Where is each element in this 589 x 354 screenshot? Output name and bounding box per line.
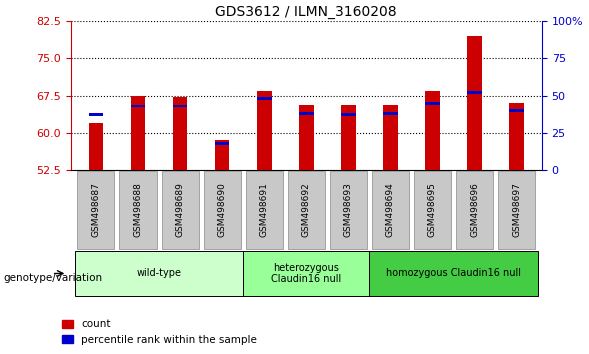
- Text: GSM498697: GSM498697: [512, 182, 521, 237]
- Text: GSM498691: GSM498691: [260, 182, 269, 237]
- FancyBboxPatch shape: [161, 171, 198, 249]
- Bar: [341, 105, 356, 170]
- Text: GSM498687: GSM498687: [91, 182, 100, 237]
- FancyBboxPatch shape: [77, 171, 114, 249]
- FancyBboxPatch shape: [246, 171, 283, 249]
- Bar: [467, 36, 482, 170]
- Bar: [341, 113, 356, 116]
- Text: homozygous Claudin16 null: homozygous Claudin16 null: [386, 268, 521, 279]
- Bar: [131, 104, 145, 108]
- FancyBboxPatch shape: [330, 171, 367, 249]
- FancyBboxPatch shape: [120, 171, 157, 249]
- Text: GSM498696: GSM498696: [470, 182, 479, 237]
- Bar: [299, 112, 313, 115]
- Bar: [299, 105, 313, 170]
- Bar: [257, 97, 272, 100]
- FancyBboxPatch shape: [75, 251, 243, 296]
- FancyBboxPatch shape: [204, 171, 241, 249]
- Bar: [257, 91, 272, 170]
- Bar: [383, 105, 398, 170]
- Bar: [383, 112, 398, 115]
- Text: GSM498694: GSM498694: [386, 182, 395, 237]
- Bar: [215, 140, 230, 170]
- Text: GSM498695: GSM498695: [428, 182, 437, 237]
- Text: GSM498689: GSM498689: [176, 182, 184, 237]
- Bar: [425, 102, 440, 104]
- Bar: [173, 97, 187, 170]
- Legend: count, percentile rank within the sample: count, percentile rank within the sample: [58, 315, 261, 349]
- FancyBboxPatch shape: [369, 251, 538, 296]
- Text: GSM498690: GSM498690: [218, 182, 227, 237]
- FancyBboxPatch shape: [498, 171, 535, 249]
- Bar: [131, 96, 145, 170]
- Bar: [467, 91, 482, 94]
- Bar: [215, 142, 230, 145]
- Bar: [88, 123, 103, 170]
- Bar: [509, 109, 524, 112]
- FancyBboxPatch shape: [414, 171, 451, 249]
- Text: wild-type: wild-type: [137, 268, 181, 279]
- Title: GDS3612 / ILMN_3160208: GDS3612 / ILMN_3160208: [216, 5, 397, 19]
- FancyBboxPatch shape: [372, 171, 409, 249]
- FancyBboxPatch shape: [288, 171, 325, 249]
- Bar: [88, 113, 103, 116]
- FancyBboxPatch shape: [456, 171, 493, 249]
- Text: GSM498692: GSM498692: [302, 182, 311, 237]
- Bar: [509, 103, 524, 170]
- Text: GSM498688: GSM498688: [134, 182, 143, 237]
- Text: genotype/variation: genotype/variation: [3, 273, 102, 283]
- Text: GSM498693: GSM498693: [344, 182, 353, 237]
- Bar: [425, 91, 440, 170]
- FancyBboxPatch shape: [243, 251, 369, 296]
- Bar: [173, 104, 187, 108]
- Text: heterozygous
Claudin16 null: heterozygous Claudin16 null: [271, 263, 342, 284]
